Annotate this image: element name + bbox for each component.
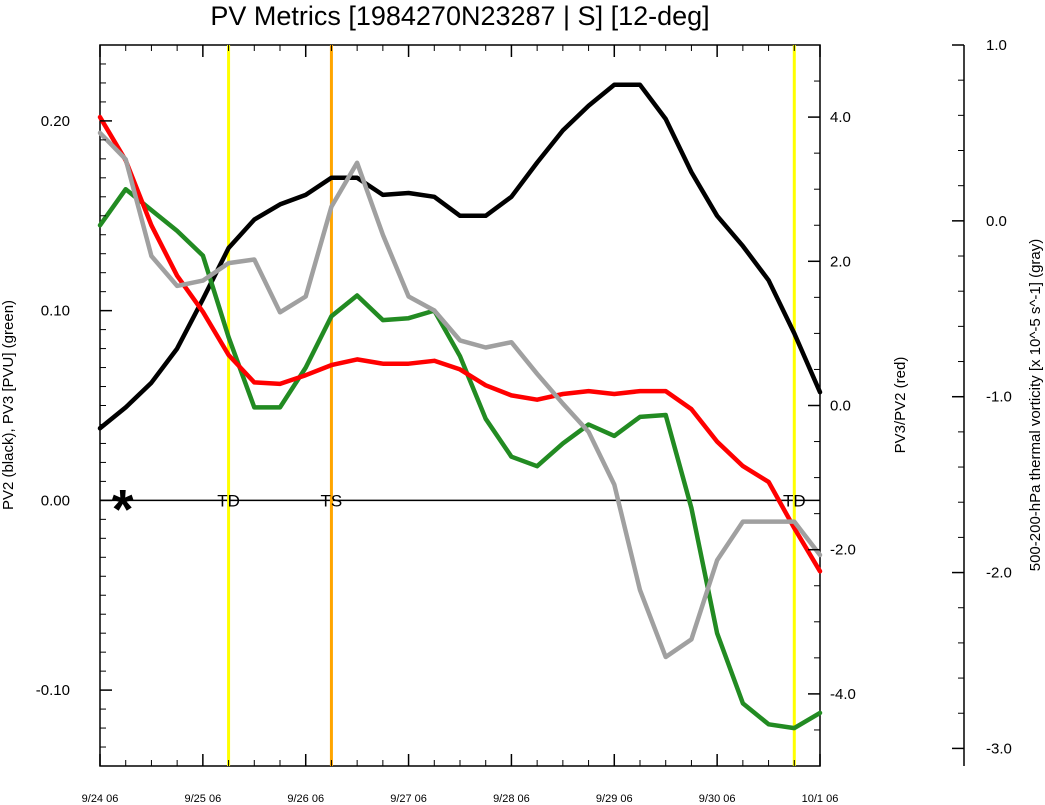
stage-label-0: TD: [217, 491, 240, 510]
x-tick-label: 9/28 06: [493, 793, 530, 805]
mid-tick-label: 4.0: [830, 109, 851, 126]
left-axis-title: PV2 (black), PV3 [PVU] (green): [0, 300, 17, 510]
left-tick-label: 0.10: [41, 303, 70, 320]
mid-tick-label: 0.0: [830, 398, 851, 415]
mid-tick-label: -4.0: [830, 686, 856, 703]
mid-tick-label: -2.0: [830, 542, 856, 559]
x-axis: 9/24 06 9/25 06 9/26 06 9/27 06 9/28 06 9/29 …: [82, 45, 839, 805]
left-tick-label: -0.10: [36, 682, 70, 699]
mid-y-axis: 4.0 2.0 0.0 -2.0 -4.0: [808, 80, 856, 731]
genesis-marker: *: [112, 477, 134, 540]
left-y-axis: 0.20 0.10 0.00 -0.10: [36, 63, 112, 748]
right-y-axis: 1.0 0.0 -1.0 -2.0 -3.0: [952, 37, 1012, 766]
x-tick-label: 10/1 06: [802, 793, 839, 805]
right-tick-label: -2.0: [986, 565, 1012, 582]
series-line-2: [97, 114, 823, 574]
mid-axis-title: PV3/PV2 (red): [892, 357, 909, 454]
chart-title: PV Metrics [1984270N23287 | S] [12-deg]: [210, 1, 709, 31]
series-line-0: [97, 82, 823, 431]
right-axis-title: 500-200-hPa thermal vorticity [x 10^-5 s…: [1027, 239, 1044, 572]
mid-tick-label: 2.0: [830, 253, 851, 270]
x-tick-label: 9/30 06: [699, 793, 736, 805]
right-tick-label: -3.0: [986, 740, 1012, 757]
x-tick-label: 9/26 06: [287, 793, 324, 805]
right-tick-label: 1.0: [986, 37, 1007, 54]
stage-label-1: TS: [321, 491, 343, 510]
plot-area: TD TS TD *: [97, 44, 823, 767]
right-tick-label: -1.0: [986, 389, 1012, 406]
series-line-1: [97, 186, 823, 731]
x-tick-label: 9/25 06: [185, 793, 222, 805]
plot-frame: [99, 44, 821, 767]
x-tick-label: 9/27 06: [390, 793, 427, 805]
left-tick-label: 0.20: [41, 113, 70, 130]
series-line-3: [97, 130, 823, 660]
stage-label-2: TD: [783, 491, 806, 510]
right-tick-label: 0.0: [986, 213, 1007, 230]
x-tick-label: 9/29 06: [596, 793, 633, 805]
left-tick-label: 0.00: [41, 492, 70, 509]
x-tick-label: 9/24 06: [82, 793, 119, 805]
